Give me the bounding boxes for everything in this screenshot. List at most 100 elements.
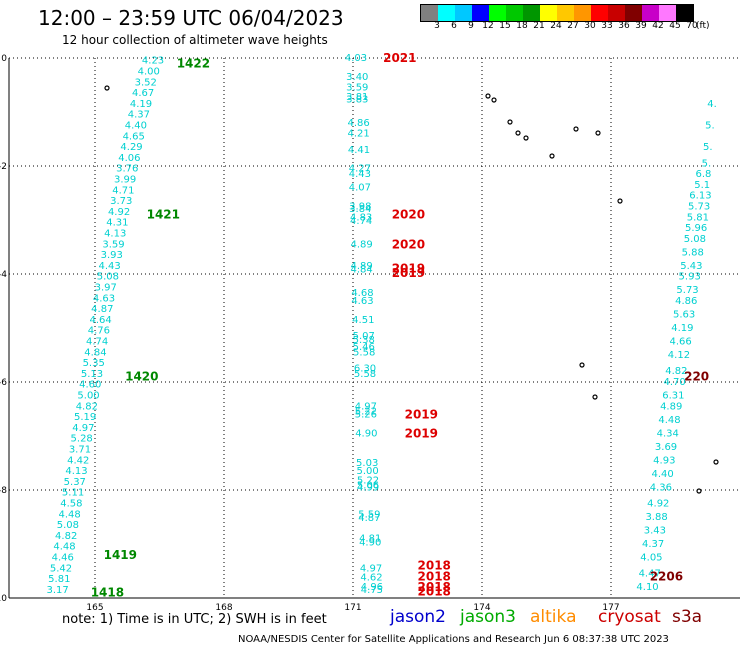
legend-swatch: [574, 5, 591, 21]
wave-height-label: 4.92: [647, 499, 669, 510]
mission-label: altika: [530, 607, 577, 627]
wave-height-label: 5.1: [694, 180, 710, 191]
legend-swatch: [659, 5, 676, 21]
wave-height-label: 5.03: [356, 458, 378, 469]
wave-height-label: 5.42: [50, 563, 72, 574]
wave-height-label: 4.34: [657, 428, 679, 439]
wave-height-label: 3.98: [349, 202, 371, 213]
wave-height-label: 4.41: [348, 145, 370, 156]
pass-number-label: 2021: [383, 51, 416, 65]
wave-height-label: 4.75: [361, 585, 383, 596]
wave-height-label: 5.: [703, 142, 713, 153]
wave-height-label: 5.00: [77, 391, 99, 402]
lat-tick-label: -10: [0, 594, 7, 604]
wave-height-label: 4.90: [355, 428, 377, 439]
island-outline: [515, 130, 521, 136]
legend-swatch: [557, 5, 574, 21]
wave-height-label: 4.92: [108, 207, 130, 218]
legend-swatch: [608, 5, 625, 21]
wave-height-label: 3.88: [645, 512, 667, 523]
pass-number-label: 1422: [177, 56, 210, 70]
island-outline: [491, 97, 497, 103]
island-outline: [104, 85, 110, 91]
legend-swatch: [455, 5, 472, 21]
legend-tick-label: 45: [669, 21, 681, 31]
wave-height-label: 6.31: [662, 391, 684, 402]
pass-number-label: 2018: [418, 569, 451, 583]
island-outline: [549, 153, 555, 159]
map-title: 12:00 – 23:59 UTC 06/04/2023: [38, 6, 344, 30]
wave-height-label: 4.89: [350, 261, 372, 272]
wave-height-label: 4.48: [658, 415, 680, 426]
pass-number-label: 1419: [104, 548, 137, 562]
wave-height-label: 5.59: [358, 509, 380, 520]
wave-height-label: 5.35: [83, 358, 105, 369]
wave-height-label: 4.97: [355, 401, 377, 412]
pass-number-label: 2018: [418, 559, 451, 573]
legend-tick-label: 36: [618, 21, 630, 31]
wave-height-label: 4.65: [123, 131, 145, 142]
color-scale-legend: [420, 4, 694, 22]
lat-tick-label: -6: [0, 378, 7, 388]
wave-height-label: 5.13: [81, 369, 103, 380]
legend-tick-label: 9: [468, 21, 474, 31]
pass-number-label: 1420: [125, 370, 158, 384]
pass-number-label: 220: [684, 370, 709, 384]
wave-height-label: 4.03: [345, 53, 367, 64]
wave-height-label: 5.63: [673, 310, 695, 321]
mission-label: jason2: [390, 607, 446, 627]
wave-height-label: 4.27: [349, 164, 371, 175]
island-outline: [617, 198, 623, 204]
legend-swatch: [472, 5, 489, 21]
wave-height-label: 4.84: [84, 347, 106, 358]
wave-height-label: 5.81: [687, 212, 709, 223]
island-outline: [507, 119, 513, 125]
wave-height-label: 3.83: [346, 95, 368, 106]
wave-height-label: 3.71: [69, 445, 91, 456]
wave-height-label: 5.28: [71, 434, 93, 445]
lon-tick-label: 168: [215, 603, 232, 613]
wave-height-label: 4.89: [660, 401, 682, 412]
wave-height-label: 4.83: [350, 212, 372, 223]
legend-tick-label: 70: [686, 21, 698, 31]
wave-height-label: 5.38: [353, 335, 375, 346]
wave-height-label: 5.08: [57, 520, 79, 531]
legend-tick-label: 12: [482, 21, 494, 31]
wave-height-label: 3.84: [349, 204, 371, 215]
wave-height-label: 4.46: [52, 553, 74, 564]
wave-height-label: 4.07: [349, 183, 371, 194]
wave-height-label: 4.68: [351, 288, 373, 299]
wave-height-label: 4.66: [670, 337, 692, 348]
legend-tick-label: 21: [533, 21, 545, 31]
lat-tick-label: -8: [0, 486, 7, 496]
legend-swatch: [591, 5, 608, 21]
pass-number-label: 2206: [650, 569, 683, 583]
footer-note: note: 1) Time is in UTC; 2) SWH is in fe…: [62, 612, 327, 627]
wave-height-label: 3.40: [346, 72, 368, 83]
legend-swatch: [676, 5, 693, 21]
pass-number-label: 2018: [418, 580, 451, 594]
wave-height-label: 4.29: [120, 142, 142, 153]
mission-label: cryosat: [598, 607, 661, 627]
wave-height-label: 5.46: [353, 342, 375, 353]
legend-tick-label: 3: [434, 21, 440, 31]
wave-height-label: 4.36: [650, 482, 672, 493]
wave-height-label: 4.99: [357, 482, 379, 493]
wave-height-label: 4.43: [98, 261, 120, 272]
wave-height-label: 5.43: [680, 261, 702, 272]
wave-height-label: 4.62: [360, 572, 382, 583]
wave-height-label: 6.30: [354, 364, 376, 375]
wave-height-label: 5.26: [355, 409, 377, 420]
wave-height-label: 5.06: [357, 481, 379, 492]
wave-height-label: 5.00: [356, 466, 378, 477]
wave-height-label: 4.96: [361, 582, 383, 593]
wave-height-label: 3.93: [101, 250, 123, 261]
wave-height-label: 3.17: [46, 585, 68, 596]
wave-height-label: 4.12: [668, 350, 690, 361]
island-outline: [713, 459, 719, 465]
wave-height-label: 4.21: [347, 129, 369, 140]
wave-height-label: 3.59: [346, 83, 368, 94]
wave-height-label: 4.: [707, 99, 717, 110]
wave-height-label: 3.76: [116, 164, 138, 175]
